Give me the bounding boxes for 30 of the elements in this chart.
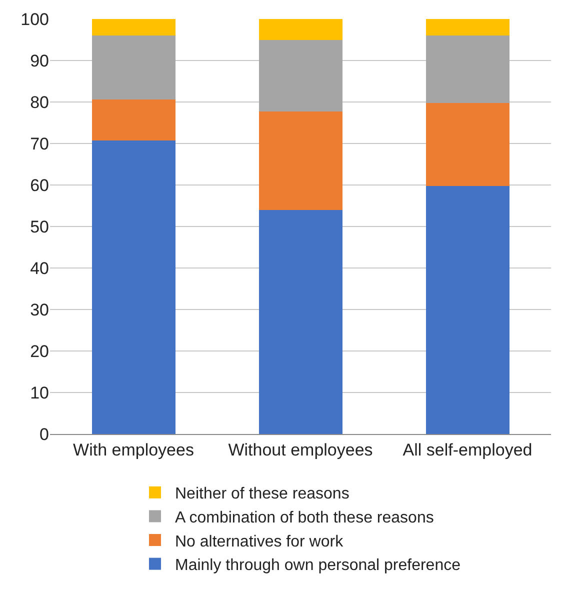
y-tick-label: 40 xyxy=(30,258,49,278)
y-tick-label: 60 xyxy=(30,176,49,195)
x-tick-label: With employees xyxy=(73,440,194,460)
bar xyxy=(258,19,342,40)
bar xyxy=(426,19,510,36)
legend-label: A combination of both these reasons xyxy=(175,509,434,526)
y-tick-label: 80 xyxy=(30,92,49,112)
bar xyxy=(92,36,176,100)
y-tick-label: 100 xyxy=(20,10,49,29)
y-tick-label: 0 xyxy=(40,424,49,444)
y-tick-label: 20 xyxy=(30,342,49,361)
bar xyxy=(426,102,510,186)
bar xyxy=(92,100,176,141)
y-tick-label: 10 xyxy=(30,383,49,402)
bar xyxy=(258,40,342,112)
bar xyxy=(426,36,510,103)
x-tick-label: Without employees xyxy=(228,440,373,460)
bar xyxy=(258,112,342,210)
y-tick-label: 70 xyxy=(30,134,49,154)
bar xyxy=(426,186,510,434)
bar xyxy=(92,19,176,36)
y-tick-label: 90 xyxy=(30,51,49,70)
legend-label: No alternatives for work xyxy=(175,533,344,550)
y-tick-label: 50 xyxy=(30,217,49,236)
x-tick-label: All self-employed xyxy=(402,440,532,460)
bar xyxy=(258,210,342,434)
y-tick-label: 30 xyxy=(30,300,49,320)
legend-label: Neither of these reasons xyxy=(175,486,350,503)
bar xyxy=(92,140,176,434)
legend-label: Mainly through own personal preference xyxy=(175,557,461,574)
